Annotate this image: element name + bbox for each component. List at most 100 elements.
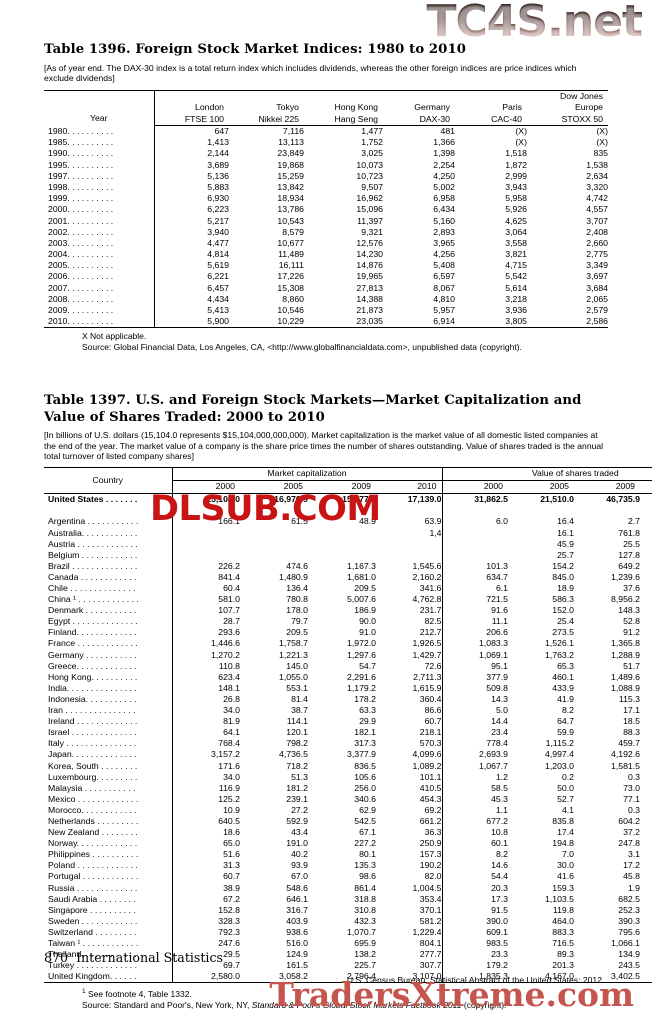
col-header-year-2005-traded: 2005 (508, 480, 575, 495)
cell-value: 592.9 (286, 815, 308, 826)
table-row: New Zealand . . . . . . . . 18.6 43.4 67.1 3… (44, 827, 652, 839)
cell-value: 592.1 (640, 816, 652, 827)
cell-value: 2,796.4 (308, 971, 376, 984)
cell-value: 20.3 (441, 882, 509, 894)
table-total-row: United States . . . . . . . 15,104.0 16,97… (44, 493, 652, 506)
table-row: 1998. . . . . . . . . . 5,883 13,842 9,507 5… (44, 181, 608, 194)
cell-value: 1,446.6 (171, 638, 240, 650)
col-header-paris-l1: Paris (502, 102, 522, 113)
cell-value: 0.2 (640, 772, 652, 783)
cell-value: 110.8 (171, 660, 240, 672)
cell-value: 23,035 (304, 316, 383, 329)
col-header-year-2000-traded: 2000 (441, 480, 509, 495)
cell-value: 5,957 (433, 305, 455, 315)
cell-value: 91.0 (359, 627, 376, 638)
cell-value: 5,619 (153, 260, 229, 272)
cell-value: 16.1 (557, 527, 575, 538)
table-row: Iran . . . . . . . . . . . . . . . 34.0 38… (44, 705, 652, 717)
cell-value: 2,660 (586, 237, 608, 248)
cell-value: 17.3 (441, 893, 509, 905)
cell-value: 3,707 (586, 215, 608, 226)
cell-value: 1,115.2 (545, 738, 575, 749)
cell-value: 4,810 (433, 293, 455, 304)
cell-value: 115.3 (618, 693, 641, 704)
table-row: 1997. . . . . . . . . . 5,136 15,259 10,723… (44, 170, 608, 182)
cell-value: 10,723 (356, 170, 383, 181)
cell-value: 9,507 (361, 181, 383, 192)
cell-value: 15,096 (356, 204, 383, 215)
cell-value: 570.3 (419, 738, 442, 749)
cell-value: 474.6 (286, 560, 308, 571)
col-header-paris-l2: CAC-40 (455, 113, 527, 126)
cell-value: 460.1 (552, 671, 575, 682)
cell-value: 148.1 (171, 682, 240, 694)
page-footer: 870 International Statistics U.S. Census… (44, 950, 608, 990)
cell-value: (X) (596, 137, 608, 148)
cell-value: 3.1 (627, 849, 641, 860)
table-row: Ireland . . . . . . . . . . . . . 81.9 114… (44, 716, 652, 728)
cell-value: 5,614 (505, 282, 527, 293)
cell-value: 410.5 (419, 782, 442, 793)
cell-value: 328.3 (171, 915, 240, 927)
cell-value: 0.3 (627, 804, 641, 815)
cell-value: 129.5 (640, 694, 652, 705)
cell-value: 16,111 (278, 260, 304, 271)
cell-value: 1,067.7 (441, 760, 509, 772)
cell-value: 30.0 (557, 860, 575, 871)
cell-value: 63.3 (359, 705, 376, 716)
cell-value: 1,872 (505, 159, 527, 170)
cell-value: 82.0 (424, 871, 442, 882)
row-label-country: Germany . . . . . . . . . . . (48, 649, 137, 660)
table-1397-source: Source: Standard and Poor's, New York, N… (44, 1000, 608, 1011)
cell-value: 1,4 (429, 527, 442, 538)
cell-value: 1,429.7 (412, 649, 442, 660)
cell-value: 841.4 (171, 571, 240, 583)
col-header-year-2009-traded: 2009 (574, 480, 641, 495)
table-1397-year-header-row: 20002005200920102000200520092010 (44, 480, 652, 495)
cell-value: 86.6 (424, 705, 442, 716)
page-number-and-section: 870 International Statistics (44, 950, 223, 965)
cell-value (376, 550, 442, 561)
cell-value: 114.1 (286, 716, 308, 727)
cell-value: 178.0 (286, 605, 308, 616)
cell-value: 1,270.2 (171, 649, 240, 661)
cell-value: 166.1 (171, 516, 240, 528)
col-header-year-2000-cap: 2000 (171, 480, 240, 495)
cell-value: 3,218 (505, 293, 527, 304)
footnote-1-text: See footnote 4, Table 1332. (88, 989, 192, 1000)
row-label-country: Turkey . . . . . . . . . . . . . (48, 960, 137, 971)
row-label-country: United Kingdom. . . . . . (44, 971, 172, 984)
table-1396: Dow Jones Year London Tokyo Hong Kong Ge… (44, 89, 608, 329)
cell-value: 1,405.0 (640, 650, 652, 661)
cell-value: 1,681.0 (347, 571, 376, 582)
cell-value: 212.7 (419, 627, 442, 638)
row-label-country: Argentina . . . . . . . . . . . (48, 516, 139, 527)
cell-value: 61.5 (291, 516, 308, 527)
col-header-germany-l2: DAX-30 (383, 113, 455, 126)
cell-value: 154.2 (552, 560, 575, 571)
table-1396-source: Source: Global Financial Data, Los Angel… (82, 342, 522, 353)
table-row: Mexico . . . . . . . . . . . . . 125.2 239… (44, 793, 652, 805)
cell-value: 186.9 (354, 605, 376, 616)
cell-value: 10,229 (229, 316, 304, 329)
cell-value: 1,398 (433, 148, 455, 159)
row-label-year: 1985. . . . . . . . . . (48, 137, 114, 148)
cell-value: 604.2 (618, 815, 641, 826)
cell-value: 6,221 (153, 271, 229, 283)
row-label-country: Poland . . . . . . . . . . . . . (48, 860, 138, 871)
cell-value: 14,230 (356, 249, 383, 260)
cell-value: 1,615.9 (412, 682, 442, 693)
group-header-market-cap: Market capitalization (171, 467, 443, 482)
table-row: 2002. . . . . . . . . . 3,940 8,579 9,321 2,… (44, 226, 608, 238)
table-row: 2006. . . . . . . . . . 6,221 17,226 19,965… (44, 271, 608, 283)
cell-value: 125.2 (171, 793, 240, 805)
cell-value: 516.0 (286, 938, 308, 948)
cell-value: 37.1 (640, 616, 652, 627)
cell-value: 60.1 (441, 838, 509, 850)
cell-value (308, 528, 376, 539)
table-row: Singapore . . . . . . . . . . 152.8 316.7 3… (44, 904, 652, 916)
row-label-country: Chile . . . . . . . . . . . . . . (48, 583, 136, 593)
cell-value: 8,030.0 (640, 594, 652, 605)
cell-value: 15,308 (277, 282, 304, 293)
cell-value: 65.3 (557, 660, 575, 671)
